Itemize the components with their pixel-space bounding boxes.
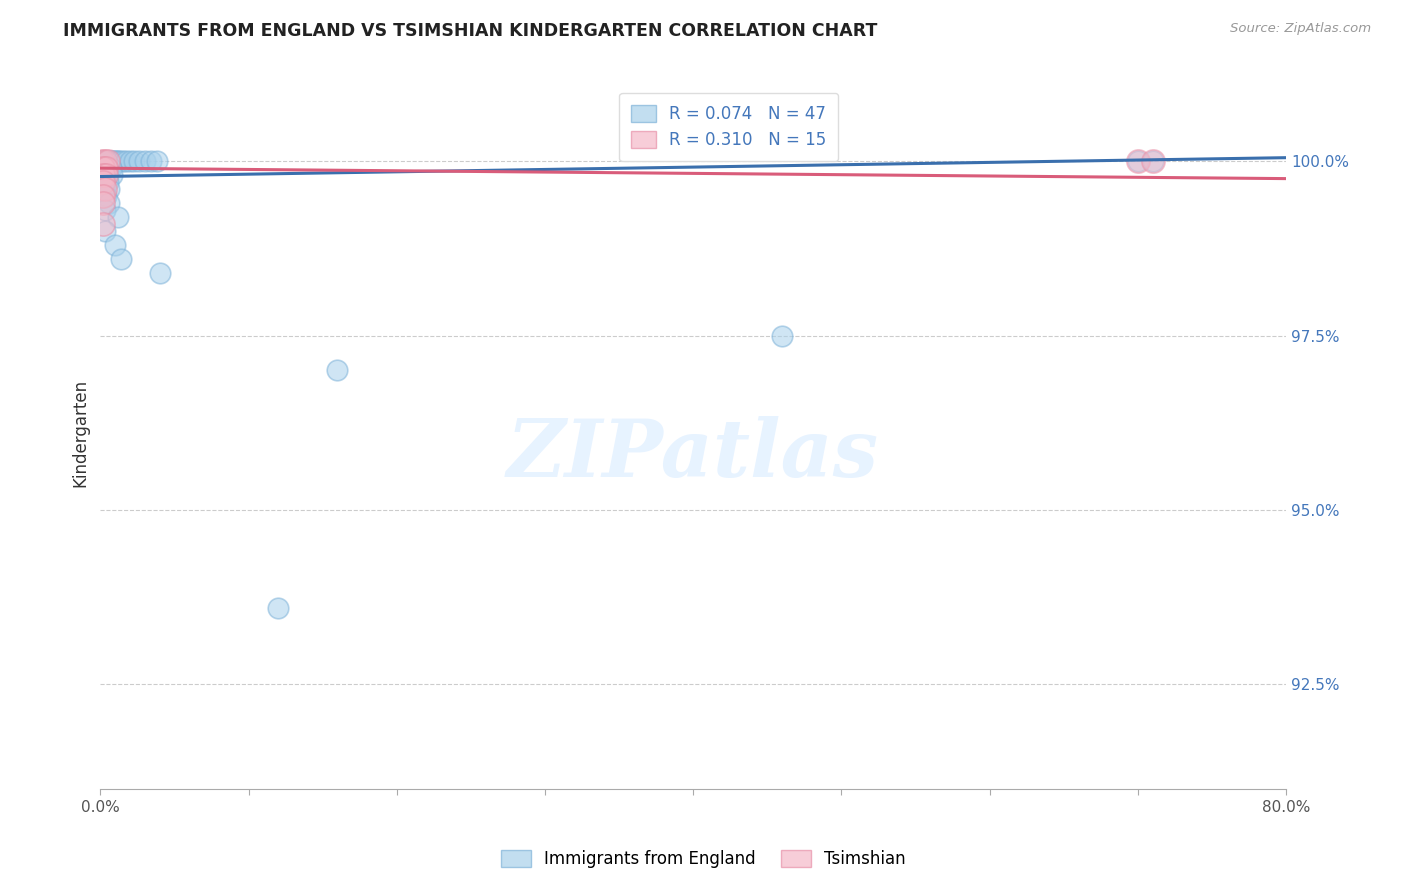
Point [94, 168, 117, 182]
Point [107, 210, 129, 224]
Point [111, 154, 134, 169]
Point [110, 252, 132, 266]
Point [103, 154, 125, 169]
Point [101, 154, 124, 169]
Point [96, 189, 118, 203]
Point [100, 154, 122, 169]
Point [104, 154, 127, 169]
Point [326, 363, 349, 377]
Point [90, 154, 112, 169]
Point [1142, 154, 1164, 169]
Point [98, 154, 121, 169]
Point [134, 154, 156, 169]
Point [108, 154, 131, 169]
Legend: Immigrants from England, Tsimshian: Immigrants from England, Tsimshian [494, 843, 912, 875]
Legend: R = 0.074   N = 47, R = 0.310   N = 15: R = 0.074 N = 47, R = 0.310 N = 15 [619, 93, 838, 161]
Point [1142, 154, 1164, 169]
Point [97, 168, 120, 182]
Point [94, 182, 117, 196]
Point [98, 196, 121, 211]
Point [107, 154, 129, 169]
Point [97, 154, 120, 169]
Point [267, 600, 290, 615]
Point [97, 154, 120, 169]
Point [94, 175, 117, 189]
Point [118, 154, 141, 169]
Point [96, 161, 118, 176]
Point [91, 154, 114, 169]
Text: ZIPatlas: ZIPatlas [508, 416, 879, 493]
Point [96, 154, 118, 169]
Point [94, 161, 117, 176]
Point [145, 154, 167, 169]
Point [94, 182, 117, 196]
Point [104, 238, 127, 252]
Point [94, 154, 117, 169]
Point [98, 182, 121, 196]
Text: IMMIGRANTS FROM ENGLAND VS TSIMSHIAN KINDERGARTEN CORRELATION CHART: IMMIGRANTS FROM ENGLAND VS TSIMSHIAN KIN… [63, 22, 877, 40]
Point [91, 196, 114, 211]
Y-axis label: Kindergarten: Kindergarten [72, 379, 89, 487]
Point [770, 328, 793, 343]
Point [91, 189, 114, 203]
Point [91, 161, 114, 176]
Text: Source: ZipAtlas.com: Source: ZipAtlas.com [1230, 22, 1371, 36]
Point [1126, 154, 1149, 169]
Point [100, 161, 122, 176]
Point [90, 154, 112, 169]
Point [128, 154, 150, 169]
Point [91, 175, 114, 189]
Point [114, 154, 136, 169]
Point [94, 154, 117, 169]
Point [1126, 154, 1149, 169]
Point [94, 202, 117, 217]
Point [101, 168, 124, 182]
Point [149, 266, 172, 280]
Point [105, 154, 128, 169]
Point [97, 175, 120, 189]
Point [91, 168, 114, 182]
Point [139, 154, 162, 169]
Point [94, 224, 117, 238]
Point [96, 168, 118, 182]
Point [91, 217, 114, 231]
Point [97, 161, 120, 176]
Point [124, 154, 146, 169]
